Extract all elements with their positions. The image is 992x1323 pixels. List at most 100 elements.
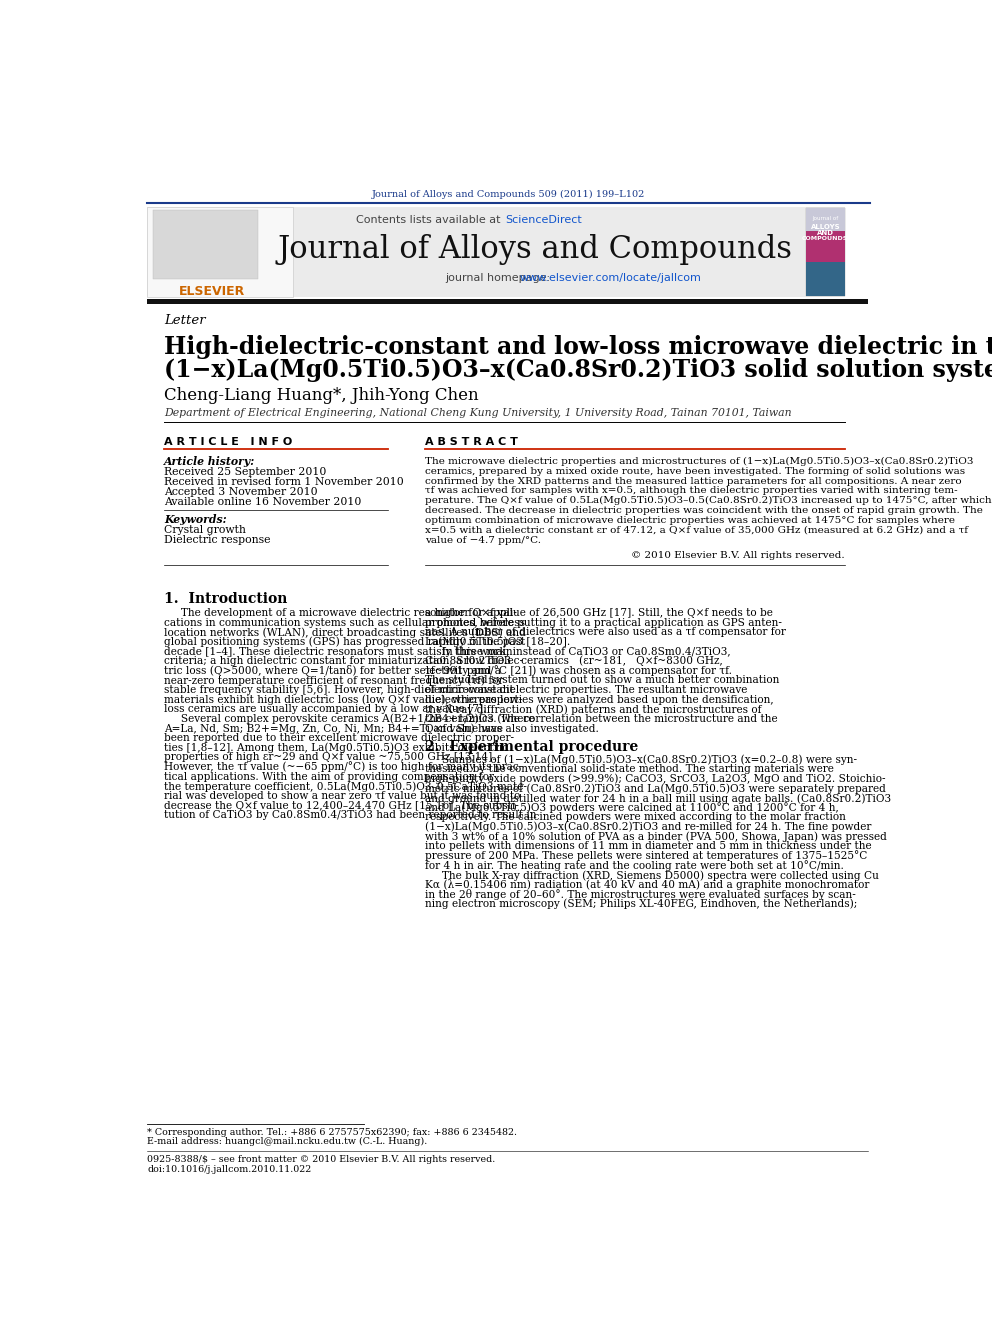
Text: promoted before putting it to a practical application as GPS anten-: promoted before putting it to a practica… bbox=[425, 618, 782, 627]
Text: ScienceDirect: ScienceDirect bbox=[505, 216, 582, 225]
Text: high-purity oxide powders (>99.9%); CaCO3, SrCO3, La2O3, MgO and TiO2. Stoichio-: high-purity oxide powders (>99.9%); CaCO… bbox=[425, 774, 885, 785]
Bar bbox=[806, 262, 845, 296]
Bar bbox=[147, 299, 868, 304]
Text: tical applications. With the aim of providing compensation for: tical applications. With the aim of prov… bbox=[165, 771, 494, 782]
Text: rial was developed to show a near zero τf value but it was found to: rial was developed to show a near zero τ… bbox=[165, 791, 521, 800]
Text: near-zero temperature coefficient of resonant frequency (τf) for: near-zero temperature coefficient of res… bbox=[165, 675, 504, 685]
Text: Dielectric response: Dielectric response bbox=[165, 534, 271, 545]
Text: materials exhibit high dielectric loss (low Q×f value), whereas low-: materials exhibit high dielectric loss (… bbox=[165, 695, 523, 705]
Text: decade [1–4]. These dielectric resonators must satisfy three main: decade [1–4]. These dielectric resonator… bbox=[165, 647, 513, 656]
Text: and La(Mg0.5Ti0.5)O3 powders were calcined at 1100°C and 1200°C for 4 h,: and La(Mg0.5Ti0.5)O3 powders were calcin… bbox=[425, 803, 838, 814]
Text: www.elsevier.com/locate/jallcom: www.elsevier.com/locate/jallcom bbox=[519, 273, 701, 283]
Text: criteria; a high dielectric constant for miniaturization, a low dielec-: criteria; a high dielectric constant for… bbox=[165, 656, 524, 667]
Text: stable frequency stability [5,6]. However, high-dielectric-constant: stable frequency stability [5,6]. Howeve… bbox=[165, 685, 514, 695]
Text: Journal of Alloys and Compounds: Journal of Alloys and Compounds bbox=[277, 234, 793, 265]
Text: tric loss (Q>5000, where Q=1/tanδ) for better selectivity and a: tric loss (Q>5000, where Q=1/tanδ) for b… bbox=[165, 665, 501, 676]
Text: value of −4.7 ppm/°C.: value of −4.7 ppm/°C. bbox=[425, 536, 541, 545]
Text: ties [1,8–12]. Among them, La(Mg0.5Ti0.5)O3 exhibits dielectric: ties [1,8–12]. Among them, La(Mg0.5Ti0.5… bbox=[165, 742, 509, 753]
Text: Q×f value was also investigated.: Q×f value was also investigated. bbox=[425, 724, 598, 733]
Text: Cheng-Liang Huang*, Jhih-Yong Chen: Cheng-Liang Huang*, Jhih-Yong Chen bbox=[165, 388, 479, 405]
Text: E-mail address: huangcl@mail.ncku.edu.tw (C.-L. Huang).: E-mail address: huangcl@mail.ncku.edu.tw… bbox=[147, 1136, 428, 1146]
Text: pressure of 200 MPa. These pellets were sintered at temperatures of 1375–1525°C: pressure of 200 MPa. These pellets were … bbox=[425, 851, 867, 861]
Text: High-dielectric-constant and low-loss microwave dielectric in the: High-dielectric-constant and low-loss mi… bbox=[165, 336, 992, 360]
Text: Crystal growth: Crystal growth bbox=[165, 525, 246, 534]
Text: Accepted 3 November 2010: Accepted 3 November 2010 bbox=[165, 487, 317, 497]
Text: ceramics, prepared by a mixed oxide route, have been investigated. The forming o: ceramics, prepared by a mixed oxide rout… bbox=[425, 467, 965, 476]
Text: x=0.5 with a dielectric constant εr of 47.12, a Q×f value of 35,000 GHz (measure: x=0.5 with a dielectric constant εr of 4… bbox=[425, 525, 968, 534]
Text: the ceramics. The correlation between the microstructure and the: the ceramics. The correlation between th… bbox=[425, 714, 778, 724]
Text: loss ceramics are usually accompanied by a low εr value [7].: loss ceramics are usually accompanied by… bbox=[165, 704, 487, 714]
Bar bbox=[154, 209, 258, 279]
Text: confirmed by the XRD patterns and the measured lattice parameters for all compos: confirmed by the XRD patterns and the me… bbox=[425, 476, 961, 486]
Text: dielectric properties were analyzed based upon the densification,: dielectric properties were analyzed base… bbox=[425, 695, 774, 705]
Text: Contents lists available at: Contents lists available at bbox=[356, 216, 504, 225]
Text: respectively. The calcined powders were mixed according to the molar fraction: respectively. The calcined powders were … bbox=[425, 812, 845, 823]
Text: cations in communication systems such as cellular phones, wireless: cations in communication systems such as… bbox=[165, 618, 526, 627]
Text: La(Mg0.5Ti0.5)O3 [18–20].: La(Mg0.5Ti0.5)O3 [18–20]. bbox=[425, 636, 570, 647]
Text: Received in revised form 1 November 2010: Received in revised form 1 November 2010 bbox=[165, 478, 404, 487]
Text: tution of CaTiO3 by Ca0.8Sm0.4/3TiO3 had been reported to result in: tution of CaTiO3 by Ca0.8Sm0.4/3TiO3 had… bbox=[165, 810, 537, 820]
Text: journal homepage:: journal homepage: bbox=[445, 273, 555, 283]
Text: nas. A number of dielectrics were also used as a τf compensator for: nas. A number of dielectrics were also u… bbox=[425, 627, 786, 638]
Text: ning electron microscopy (SEM; Philips XL-40FEG, Eindhoven, the Netherlands);: ning electron microscopy (SEM; Philips X… bbox=[425, 898, 857, 909]
Text: global positioning systems (GPS) has progressed rapidly in the past: global positioning systems (GPS) has pro… bbox=[165, 636, 526, 647]
Text: a higher Q×f value of 26,500 GHz [17]. Still, the Q×f needs to be: a higher Q×f value of 26,500 GHz [17]. S… bbox=[425, 609, 773, 618]
Text: (1−x)La(Mg0.5Ti0.5)O3–x(Ca0.8Sr0.2)TiO3 solid solution system: (1−x)La(Mg0.5Ti0.5)O3–x(Ca0.8Sr0.2)TiO3 … bbox=[165, 357, 992, 382]
Text: Journal of Alloys and Compounds 509 (2011) 199–L102: Journal of Alloys and Compounds 509 (201… bbox=[372, 189, 645, 198]
Text: In this work, instead of CaTiO3 or Ca0.8Sm0.4/3TiO3,: In this work, instead of CaTiO3 or Ca0.8… bbox=[425, 647, 730, 656]
Text: the X-ray diffraction (XRD) patterns and the microstructures of: the X-ray diffraction (XRD) patterns and… bbox=[425, 704, 761, 714]
Bar bbox=[806, 232, 845, 262]
Text: Article history:: Article history: bbox=[165, 456, 256, 467]
Text: 1.  Introduction: 1. Introduction bbox=[165, 593, 288, 606]
Text: decrease the Q×f value to 12,400–24,470 GHz [15,16]. The substi-: decrease the Q×f value to 12,400–24,470 … bbox=[165, 800, 519, 811]
Text: 0925-8388/$ – see front matter © 2010 Elsevier B.V. All rights reserved.: 0925-8388/$ – see front matter © 2010 El… bbox=[147, 1155, 495, 1164]
Text: The development of a microwave dielectric resonator for appli-: The development of a microwave dielectri… bbox=[165, 609, 517, 618]
Text: The studied system turned out to show a much better combination: The studied system turned out to show a … bbox=[425, 676, 779, 685]
Text: ALLOYS: ALLOYS bbox=[810, 224, 840, 229]
Bar bbox=[806, 208, 845, 296]
Bar bbox=[147, 206, 845, 298]
Text: Kα (λ=0.15406 nm) radiation (at 40 kV and 40 mA) and a graphite monochromator: Kα (λ=0.15406 nm) radiation (at 40 kV an… bbox=[425, 880, 869, 890]
Text: A=La, Nd, Sm; B2+=Mg, Zn, Co, Ni, Mn; B4+=Ti and Sn) have: A=La, Nd, Sm; B2+=Mg, Zn, Co, Ni, Mn; B4… bbox=[165, 724, 503, 734]
Text: Letter: Letter bbox=[165, 314, 206, 327]
Text: Department of Electrical Engineering, National Cheng Kung University, 1 Universi: Department of Electrical Engineering, Na… bbox=[165, 407, 792, 418]
Text: perature. The Q×f value of 0.5La(Mg0.5Ti0.5)O3–0.5(Ca0.8Sr0.2)TiO3 increased up : perature. The Q×f value of 0.5La(Mg0.5Ti… bbox=[425, 496, 992, 505]
Text: doi:10.1016/j.jallcom.2010.11.022: doi:10.1016/j.jallcom.2010.11.022 bbox=[147, 1164, 311, 1174]
Text: The bulk X-ray diffraction (XRD, Siemens D5000) spectra were collected using Cu: The bulk X-ray diffraction (XRD, Siemens… bbox=[425, 871, 879, 881]
Text: been reported due to their excellent microwave dielectric proper-: been reported due to their excellent mic… bbox=[165, 733, 514, 744]
Text: (1−x)La(Mg0.5Ti0.5)O3–x(Ca0.8Sr0.2)TiO3 and re-milled for 24 h. The fine powder: (1−x)La(Mg0.5Ti0.5)O3–x(Ca0.8Sr0.2)TiO3 … bbox=[425, 822, 871, 832]
Text: Ca0.8Sr0.2TiO3   ceramics   (εr~181,   Q×f~8300 GHz,: Ca0.8Sr0.2TiO3 ceramics (εr~181, Q×f~830… bbox=[425, 656, 722, 667]
Text: with 3 wt% of a 10% solution of PVA as a binder (PVA 500, Showa, Japan) was pres: with 3 wt% of a 10% solution of PVA as a… bbox=[425, 831, 887, 841]
Text: However, the τf value (~−65 ppm/°C) is too high for many its prac-: However, the τf value (~−65 ppm/°C) is t… bbox=[165, 762, 523, 773]
Text: metric mixtures of (Ca0.8Sr0.2)TiO3 and La(Mg0.5Ti0.5)O3 were separately prepare: metric mixtures of (Ca0.8Sr0.2)TiO3 and … bbox=[425, 783, 886, 794]
Text: into pellets with dimensions of 11 mm in diameter and 5 mm in thickness under th: into pellets with dimensions of 11 mm in… bbox=[425, 841, 871, 852]
Text: ELSEVIER: ELSEVIER bbox=[179, 284, 245, 298]
Text: τf was achieved for samples with x=0.5, although the dielectric properties varie: τf was achieved for samples with x=0.5, … bbox=[425, 487, 957, 495]
Text: τf~991 ppm/°C [21]) was chosen as a compensator for τf.: τf~991 ppm/°C [21]) was chosen as a comp… bbox=[425, 665, 732, 676]
Bar bbox=[147, 206, 293, 298]
Text: thesized by the conventional solid-state method. The starting materials were: thesized by the conventional solid-state… bbox=[425, 765, 833, 774]
Bar bbox=[806, 208, 845, 232]
Text: optimum combination of microwave dielectric properties was achieved at 1475°C fo: optimum combination of microwave dielect… bbox=[425, 516, 954, 525]
Text: in the 2θ range of 20–60°. The microstructures were evaluated surfaces by scan-: in the 2θ range of 20–60°. The microstru… bbox=[425, 889, 855, 900]
Text: location networks (WLAN), direct broadcasting satellites (DBS) and: location networks (WLAN), direct broadca… bbox=[165, 627, 526, 638]
Text: AND: AND bbox=[816, 230, 834, 235]
Text: the temperature coefficient, 0.5La(Mg0.5Ti0.5)O3–0.5CaTiO3 mate-: the temperature coefficient, 0.5La(Mg0.5… bbox=[165, 781, 527, 791]
Text: for 4 h in air. The heating rate and the cooling rate were both set at 10°C/min.: for 4 h in air. The heating rate and the… bbox=[425, 860, 843, 871]
Text: COMPOUNDS: COMPOUNDS bbox=[803, 237, 848, 241]
Text: and ground in distilled water for 24 h in a ball mill using agate balls. (Ca0.8S: and ground in distilled water for 24 h i… bbox=[425, 792, 891, 803]
Text: * Corresponding author. Tel.: +886 6 2757575x62390; fax: +886 6 2345482.: * Corresponding author. Tel.: +886 6 275… bbox=[147, 1127, 517, 1136]
Text: Received 25 September 2010: Received 25 September 2010 bbox=[165, 467, 326, 478]
Text: Samples of (1−x)La(Mg0.5Ti0.5)O3–x(Ca0.8Sr0.2)TiO3 (x=0.2–0.8) were syn-: Samples of (1−x)La(Mg0.5Ti0.5)O3–x(Ca0.8… bbox=[425, 754, 857, 765]
Text: Available online 16 November 2010: Available online 16 November 2010 bbox=[165, 497, 362, 507]
Text: Several complex perovskite ceramics A(B2+1/2B4+1/2)O3 (where: Several complex perovskite ceramics A(B2… bbox=[165, 713, 535, 724]
Text: © 2010 Elsevier B.V. All rights reserved.: © 2010 Elsevier B.V. All rights reserved… bbox=[631, 550, 845, 560]
Text: Keywords:: Keywords: bbox=[165, 515, 227, 525]
Text: of microwave dielectric properties. The resultant microwave: of microwave dielectric properties. The … bbox=[425, 685, 747, 695]
Text: A R T I C L E   I N F O: A R T I C L E I N F O bbox=[165, 437, 293, 447]
Text: A B S T R A C T: A B S T R A C T bbox=[425, 437, 518, 447]
Text: 2.  Experimental procedure: 2. Experimental procedure bbox=[425, 741, 638, 754]
Text: decreased. The decrease in dielectric properties was coincident with the onset o: decreased. The decrease in dielectric pr… bbox=[425, 507, 982, 515]
Text: The microwave dielectric properties and microstructures of (1−x)La(Mg0.5Ti0.5)O3: The microwave dielectric properties and … bbox=[425, 456, 973, 466]
Text: Journal of: Journal of bbox=[812, 217, 838, 221]
